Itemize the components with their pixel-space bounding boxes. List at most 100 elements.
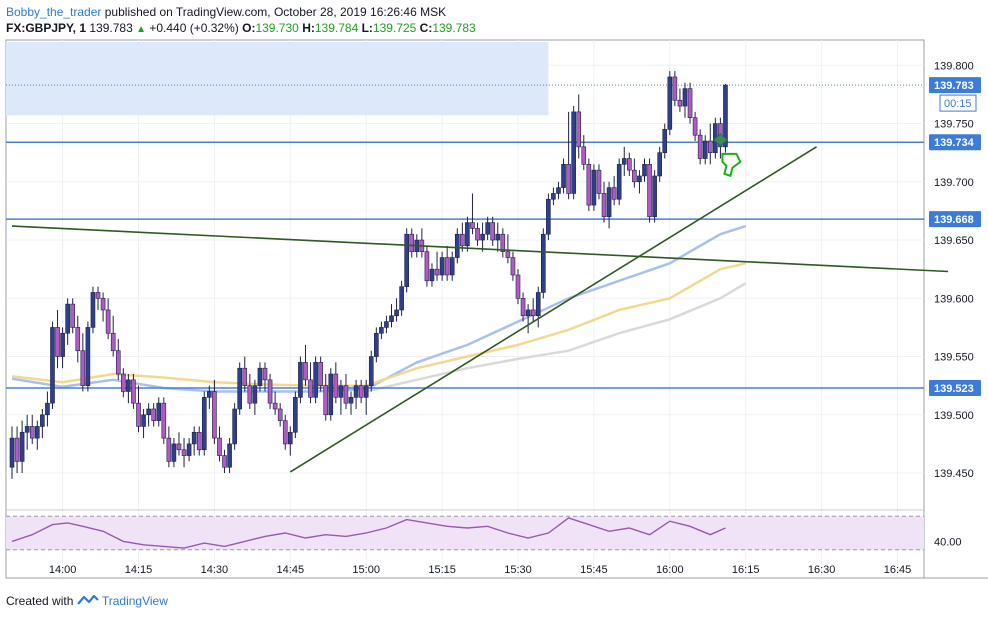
moving-average-line (11, 262, 746, 387)
candle-body (348, 397, 354, 404)
price-tick-label: 139.750 (934, 119, 974, 131)
candle-body (161, 402, 167, 439)
candle-body (50, 327, 55, 404)
time-tick-label: 14:00 (49, 564, 77, 576)
time-tick-label: 15:45 (580, 564, 608, 576)
current-price-diamond-icon (712, 133, 729, 147)
trendline (11, 225, 949, 273)
candle-body (409, 233, 415, 253)
candle-body (667, 76, 673, 130)
candle-body (551, 193, 556, 200)
created-with-text: Created with (6, 594, 74, 608)
candle-body (611, 187, 617, 200)
candle-body (141, 414, 146, 427)
price-axis[interactable]: 139.800 139.750 139.700 139.650 139.600 139.5… (934, 60, 974, 548)
candle-body (277, 408, 283, 421)
price-tick-label: 139.500 (934, 410, 974, 422)
candle-body (500, 233, 506, 253)
candle-body (662, 129, 668, 153)
candle-body (298, 362, 303, 398)
candle-body (707, 140, 713, 153)
candle-body (303, 362, 308, 381)
candle-body (318, 362, 323, 386)
candle-body (723, 84, 728, 148)
candle-body (596, 169, 602, 194)
time-axis[interactable]: 14:00 14:15 14:30 14:45 15:00 15:15 15:30 15:45… (49, 564, 911, 576)
candle-body (616, 164, 622, 200)
trendline (289, 146, 817, 473)
high-label: H: (302, 21, 315, 35)
candle-body (115, 350, 121, 375)
candle-body (444, 257, 450, 276)
tradingview-link[interactable]: TradingView (101, 594, 168, 608)
author-link[interactable]: Bobby_the_trader (6, 5, 102, 19)
candle-body (146, 408, 151, 416)
triangle-up-icon: ▲ (136, 24, 147, 35)
candles (9, 71, 728, 479)
candle-body (358, 385, 364, 398)
candle-body (535, 292, 541, 317)
candle-body (465, 222, 470, 247)
time-tick-label: 16:15 (732, 564, 760, 576)
candle-body (232, 408, 237, 445)
candle-body (363, 385, 369, 398)
candle-body (404, 233, 409, 287)
candle-body (156, 402, 162, 421)
time-tick-label: 16:30 (808, 564, 836, 576)
candle-body (632, 169, 637, 183)
candle-body (495, 233, 501, 241)
candle-body (627, 158, 632, 171)
candle-body (308, 379, 313, 398)
last-price-tag-text: 139.783 (934, 80, 974, 92)
price-tick-label: 139.550 (934, 352, 974, 364)
resistance-zone-rect (6, 42, 549, 116)
candle-body (389, 315, 394, 322)
candle-body (267, 379, 273, 404)
candle-body (379, 327, 384, 334)
candle-body (677, 99, 683, 107)
candle-body (90, 292, 96, 328)
candle-body (566, 164, 571, 194)
time-tick-label: 15:00 (352, 564, 380, 576)
chart-frame (5, 39, 925, 579)
time-tick-label: 15:30 (504, 564, 532, 576)
candle-body (217, 437, 222, 456)
moving-averages (11, 224, 747, 393)
horizontal-levels (6, 84, 924, 389)
candle-body (222, 455, 227, 468)
candle-body (328, 373, 334, 416)
time-tick-label: 16:45 (884, 564, 912, 576)
candle-body (100, 297, 106, 311)
candle-body (581, 146, 587, 165)
time-tick-label: 14:45 (277, 564, 305, 576)
close-value: 139.783 (432, 21, 476, 35)
candle-body (540, 233, 546, 293)
level-price-tag-text: 139.734 (934, 137, 975, 149)
candle-body (399, 286, 404, 311)
candle-body (505, 251, 511, 258)
time-tick-label: 14:15 (125, 564, 153, 576)
candle-body (530, 309, 536, 317)
trendlines (11, 146, 949, 473)
candle-body (151, 408, 156, 421)
candle-body (19, 431, 25, 462)
candle-body (333, 373, 339, 398)
candle-body (515, 274, 521, 299)
candle-body (237, 367, 242, 410)
candle-body (338, 385, 344, 398)
candle-body (201, 397, 207, 451)
header-line-1: Bobby_the_trader published on TradingVie… (6, 4, 476, 20)
countdown-tag-bg (939, 94, 977, 112)
close-label: C: (419, 21, 433, 35)
candle-body (191, 431, 197, 445)
candle-body (460, 233, 465, 247)
level-price-tag-bg (929, 134, 981, 151)
candle-body (55, 327, 60, 357)
candle-body (166, 437, 172, 462)
candle-body (247, 385, 253, 404)
candle-body (525, 309, 531, 317)
candle-body (571, 111, 576, 194)
candle-body (621, 158, 627, 165)
candle-body (257, 367, 263, 386)
